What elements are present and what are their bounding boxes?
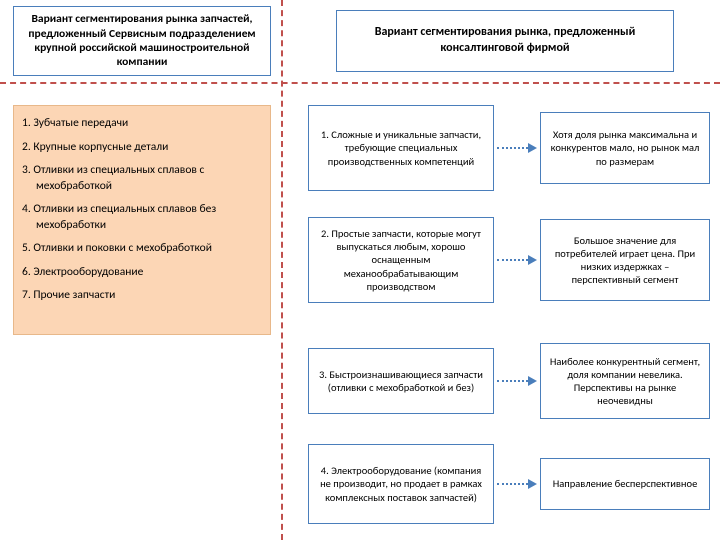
vertical-divider: [281, 0, 283, 540]
segment-box: 4. Электрооборудование (компания не прои…: [308, 444, 494, 524]
arrow-icon: [497, 143, 537, 153]
list-item: 7. Прочие запчасти: [22, 288, 262, 304]
segment-box: 3. Быстроизнашивающиеся запчасти (отливк…: [308, 348, 494, 414]
list-item: 2. Крупные корпусные детали: [22, 140, 262, 156]
list-item: 6. Электрооборудование: [22, 265, 262, 281]
header-right: Вариант сегментирования рынка, предложен…: [336, 10, 674, 72]
assessment-box: Хотя доля рынка максимальна и конкуренто…: [540, 112, 710, 184]
list-item: 1. Зубчатые передачи: [22, 116, 262, 132]
arrow-icon: [497, 376, 537, 386]
header-left: Вариант сегментирования рынка запчастей,…: [13, 6, 271, 76]
assessment-box: Наиболее конкурентный сегмент, доля комп…: [540, 343, 710, 419]
segment-box: 1. Сложные и уникальные запчасти, требую…: [308, 105, 494, 191]
list-item: 5. Отливки и поковки с мехобработкой: [22, 241, 262, 257]
arrow-icon: [497, 255, 537, 265]
horizontal-divider: [0, 82, 720, 84]
segment-box: 2. Простые запчасти, которые могут выпус…: [308, 217, 494, 303]
arrow-icon: [497, 479, 537, 489]
assessment-box: Направление бесперспективное: [540, 458, 710, 510]
list-item: 3. Отливки из специальных сплавов с мехо…: [22, 163, 262, 194]
assessment-box: Большое значение для потребителей играет…: [540, 219, 710, 301]
left-segmentation-list: 1. Зубчатые передачи 2. Крупные корпусные…: [13, 105, 271, 335]
list-item: 4. Отливки из специальных сплавов без ме…: [22, 202, 262, 233]
